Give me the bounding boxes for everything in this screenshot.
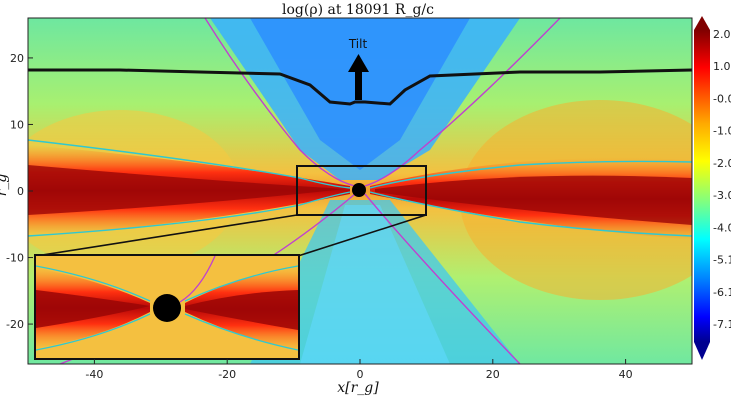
x-tick-label: 20: [486, 368, 500, 381]
zoom-inset: [34, 254, 300, 360]
tilt-contour: [28, 68, 692, 106]
colorbar-tick-label: -3.0: [713, 189, 731, 202]
colorbar-ticks: 2.03 1.03 -0.0 -1.0 -2.0 -3.0 -4.0 -5.1 -6.1 -7.1: [713, 28, 731, 331]
colorbar-tick-label: -4.0: [713, 221, 731, 234]
y-tick-label: 20: [10, 52, 24, 65]
tilt-label: Tilt: [348, 37, 368, 51]
y-axis-ticks: 20 10 0 -10 -20: [6, 52, 33, 331]
colorbar: 2.03 1.03 -0.0 -1.0 -2.0 -3.0 -4.0 -5.1 -6.1 -7.1: [694, 16, 731, 360]
x-tick-label: -20: [218, 368, 236, 381]
colorbar-tick-label: -5.1: [713, 254, 731, 267]
y-tick-label: -20: [6, 318, 24, 331]
colorbar-tick-label: -1.0: [713, 125, 731, 138]
y-tick-label: -10: [6, 252, 24, 265]
zoom-region-box: [296, 165, 427, 216]
y-tick-label: 10: [10, 118, 24, 131]
x-axis-label: x[r_g]: [337, 380, 379, 396]
colorbar-tick-label: -6.1: [713, 286, 731, 299]
x-tick-label: 40: [619, 368, 633, 381]
colorbar-tick-label: -0.0: [713, 92, 731, 105]
colorbar-tick-label: 1.03: [713, 60, 731, 73]
chart-title: log(ρ) at 18091 R_g/c: [282, 2, 434, 18]
x-axis-ticks: -40 -20 0 20 40: [85, 359, 633, 381]
colorbar-tick-label: 2.03: [713, 28, 731, 41]
tilt-annotation: Tilt: [348, 37, 369, 100]
y-axis-label: r_g: [0, 174, 10, 197]
x-tick-label: 0: [357, 368, 364, 381]
x-tick-label: -40: [85, 368, 103, 381]
y-tick-label: 0: [17, 185, 24, 198]
black-hole: [352, 183, 366, 197]
colorbar-tick-label: -2.0: [713, 157, 731, 170]
colorbar-tick-label: -7.1: [713, 318, 731, 331]
inset-black-hole: [153, 294, 181, 322]
